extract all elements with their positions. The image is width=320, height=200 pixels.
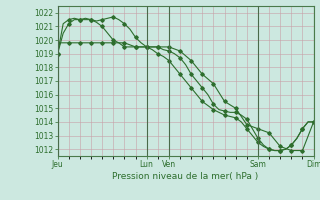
- X-axis label: Pression niveau de la mer( hPa ): Pression niveau de la mer( hPa ): [112, 172, 259, 181]
